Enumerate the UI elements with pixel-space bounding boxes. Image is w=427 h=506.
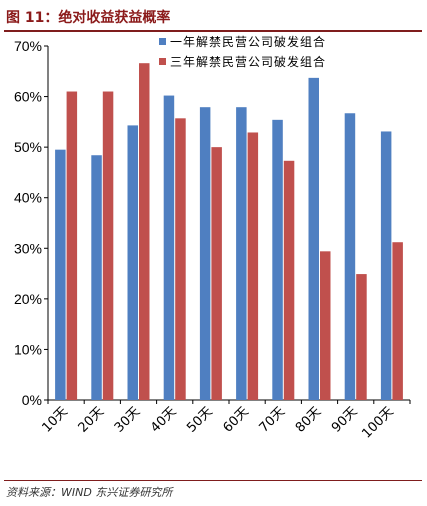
bar-series-2 — [320, 251, 331, 400]
x-tick-label: 10天 — [39, 404, 70, 435]
x-tick-label: 100天 — [359, 404, 396, 441]
bar-series-2 — [66, 91, 78, 400]
bar-series-1 — [55, 149, 66, 400]
y-tick-label: 60% — [14, 89, 42, 105]
bar-series-1 — [308, 77, 319, 401]
x-tick-label: 30天 — [112, 404, 143, 435]
x-tick-label: 90天 — [329, 404, 360, 435]
bar-series-2 — [139, 63, 150, 401]
page-title: 图 11：绝对收益获益概率 — [6, 10, 171, 26]
bar-series-1 — [91, 155, 102, 400]
x-tick-label: 60天 — [220, 404, 251, 435]
bar-series-1 — [380, 131, 392, 401]
x-tick-label: 70天 — [257, 404, 288, 435]
y-tick-label: 30% — [14, 240, 42, 256]
source-note: 资料来源：WIND 东兴证券研究所 — [6, 486, 173, 499]
bar-series-2 — [283, 160, 295, 400]
legend-label: 三年解禁民营公司破发组合 — [170, 54, 326, 69]
legend-swatch — [159, 38, 166, 45]
x-tick-label: 40天 — [148, 404, 179, 435]
y-tick-label: 10% — [14, 341, 42, 357]
title-bar: 图 11：绝对收益获益概率 — [4, 4, 422, 32]
y-tick-label: 50% — [14, 139, 42, 155]
bar-series-1 — [163, 95, 175, 400]
legend-swatch — [159, 58, 166, 65]
y-tick-label: 40% — [14, 190, 42, 206]
x-tick-label: 20天 — [76, 404, 107, 435]
y-tick-label: 0% — [22, 392, 42, 408]
bar-series-2 — [356, 274, 367, 400]
bar-chart: 0% 10% 20% 30% 40% 50% 60% 70% 10天 20天 30天 40天 50天 6… — [14, 34, 411, 442]
footer-divider — [4, 480, 422, 481]
bar-series-2 — [211, 147, 222, 400]
bars — [55, 63, 403, 401]
bar-series-1 — [127, 125, 138, 400]
x-tick-label: 80天 — [293, 404, 324, 435]
y-axis: 0% 10% 20% 30% 40% 50% 60% 70% — [14, 38, 49, 408]
bar-series-2 — [392, 242, 403, 400]
legend-label: 一年解禁民营公司破发组合 — [170, 34, 326, 49]
bar-series-2 — [247, 132, 259, 400]
bar-series-2 — [102, 91, 114, 400]
y-tick-label: 20% — [14, 291, 42, 307]
bar-series-2 — [175, 118, 186, 401]
bar-series-1 — [344, 113, 356, 400]
bar-series-1 — [236, 107, 247, 400]
x-tick-label: 50天 — [184, 404, 215, 435]
y-tick-label: 70% — [14, 38, 42, 54]
bar-series-1 — [272, 119, 283, 400]
bar-series-1 — [199, 107, 211, 400]
